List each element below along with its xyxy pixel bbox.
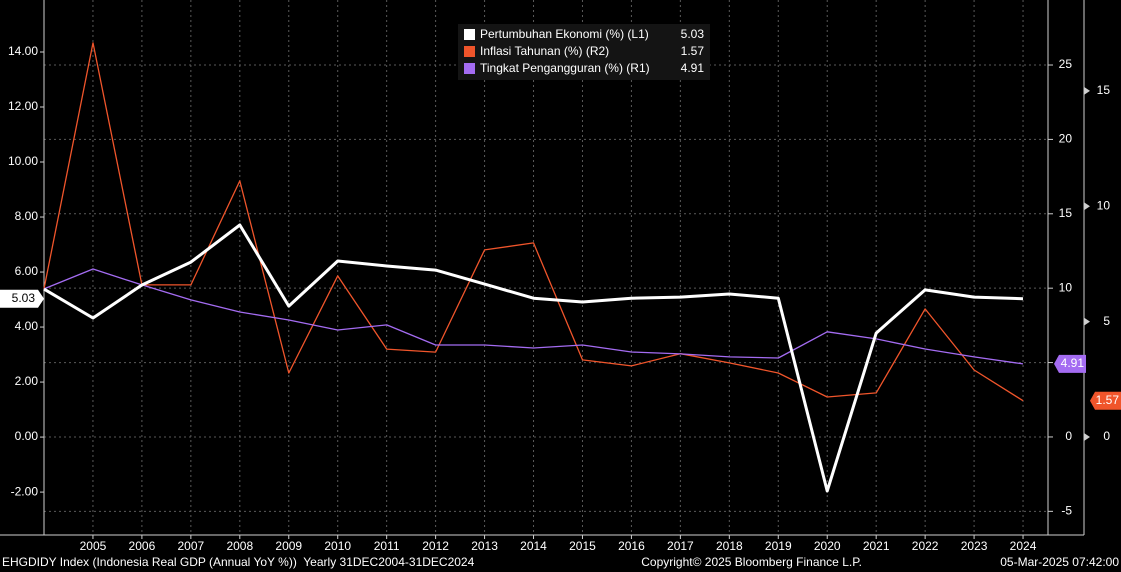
y-tick-label: 10.00 <box>8 154 38 168</box>
x-tick-label: 2023 <box>961 539 988 553</box>
series-line <box>43 223 1024 493</box>
x-tick-label: 2019 <box>765 539 792 553</box>
last-value-label: 4.91 <box>1061 356 1085 370</box>
y2-tick-label: -5 <box>1061 504 1072 518</box>
x-tick-label: 2014 <box>520 539 547 553</box>
legend-value: 4.91 <box>681 61 705 75</box>
last-value-box <box>1054 354 1086 373</box>
last-value-box <box>1090 391 1121 410</box>
y2-tick-label: 25 <box>1059 57 1073 71</box>
y3-tick-label: 5 <box>1103 314 1110 328</box>
last-value-label: 1.57 <box>1096 393 1120 407</box>
x-tick-label: 2020 <box>814 539 841 553</box>
y3-tick <box>1084 202 1090 211</box>
y3-tick <box>1084 317 1090 326</box>
x-tick-label: 2006 <box>129 539 156 553</box>
legend-label: Pertumbuhan Ekonomi (%) (L1) <box>480 27 649 41</box>
x-tick-label: 2022 <box>912 539 939 553</box>
x-tick-label: 2015 <box>569 539 596 553</box>
legend-label: Inflasi Tahunan (%) (R2) <box>480 44 609 58</box>
footer-index: EHGDIDY Index (Indonesia Real GDP (Annua… <box>2 555 475 569</box>
y-tick-label: 12.00 <box>8 99 38 113</box>
legend-box <box>458 24 710 80</box>
x-tick-label: 2011 <box>374 539 400 553</box>
y2-tick-label: 10 <box>1059 280 1073 294</box>
legend-swatch <box>464 63 475 74</box>
footer-copyright: Copyright© 2025 Bloomberg Finance L.P. <box>641 555 862 569</box>
legend-value: 5.03 <box>681 27 705 41</box>
x-tick-label: 2012 <box>422 539 449 553</box>
y2-tick-label: 20 <box>1059 132 1073 146</box>
x-tick-label: 2013 <box>471 539 498 553</box>
y-tick-label: 4.00 <box>15 319 39 333</box>
y-tick-label: 14.00 <box>8 44 38 58</box>
y2-tick-label: 0 <box>1065 429 1072 443</box>
x-tick-label: 2008 <box>226 539 253 553</box>
y3-tick <box>1084 86 1090 95</box>
y-tick-label: 2.00 <box>15 374 39 388</box>
last-value-box <box>0 289 44 308</box>
legend-swatch <box>464 29 475 40</box>
x-tick-label: 2007 <box>178 539 205 553</box>
x-tick-label: 2018 <box>716 539 743 553</box>
y3-tick-label: 10 <box>1097 198 1111 212</box>
y2-tick-label: 15 <box>1059 206 1073 220</box>
y-tick-label: 0.00 <box>15 429 39 443</box>
y3-tick-label: 0 <box>1103 429 1110 443</box>
x-tick-label: 2009 <box>275 539 302 553</box>
footer-timestamp: 05-Mar-2025 07:42:00 <box>1000 555 1119 569</box>
y3-tick-label: 15 <box>1097 83 1111 97</box>
y-tick-label: 6.00 <box>15 264 39 278</box>
x-tick-label: 2017 <box>667 539 694 553</box>
x-tick-label: 2010 <box>324 539 351 553</box>
y3-tick <box>1084 432 1090 441</box>
legend-value: 1.57 <box>681 44 705 58</box>
legend-label: Tingkat Pengangguran (%) (R1) <box>480 61 650 75</box>
y-tick-label: 8.00 <box>15 209 39 223</box>
x-tick-label: 2021 <box>863 539 890 553</box>
legend-swatch <box>464 46 475 57</box>
x-tick-label: 2005 <box>80 539 107 553</box>
y-tick-label: -2.00 <box>11 484 39 498</box>
series-line <box>43 268 1024 365</box>
last-value-label: 5.03 <box>12 291 36 305</box>
x-tick-label: 2024 <box>1010 539 1037 553</box>
x-tick-label: 2016 <box>618 539 645 553</box>
